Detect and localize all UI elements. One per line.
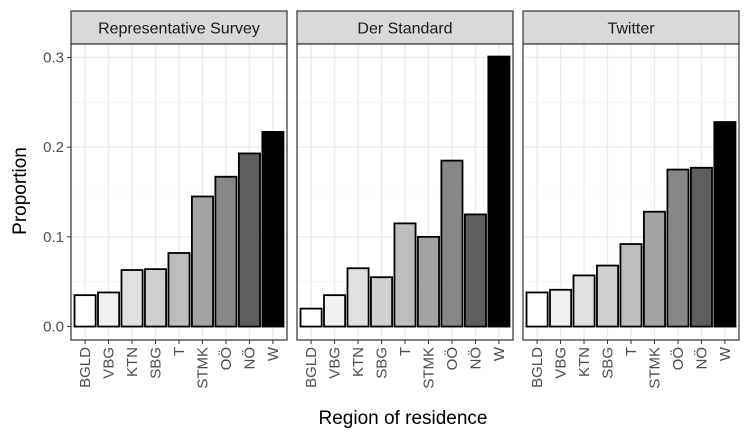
x-tick-label: STMK — [194, 347, 211, 389]
bar-t — [167, 252, 191, 328]
x-tick-label: BGLD — [303, 347, 320, 388]
facet-strip-label: Der Standard — [357, 21, 452, 38]
y-tick-label: 0.1 — [43, 229, 64, 246]
x-tick-label: NÖ — [240, 347, 258, 370]
facet-strip — [296, 10, 514, 45]
bar-nö — [689, 166, 713, 328]
x-tick-label: T — [397, 347, 414, 356]
x-tick-label: VBG — [101, 347, 118, 379]
bar-vbg — [97, 291, 121, 328]
x-tick-label: SBG — [600, 347, 617, 379]
x-tick-label: BGLD — [529, 347, 546, 388]
x-tick-label: STMK — [646, 347, 663, 389]
x-tick-label: SBG — [374, 347, 391, 379]
y-tick-label: 0.0 — [43, 319, 64, 336]
y-axis-title: Proportion — [10, 147, 31, 235]
bar-stmk — [417, 235, 440, 328]
facet-strip-label: Twitter — [607, 21, 655, 38]
x-tick-label: KTN — [576, 347, 593, 377]
facet-panel: Twitter BGLD VBG KTN SBG T STMK OÖ NÖ W — [522, 10, 740, 389]
facet-panel: Representative Survey BGLD VBG KTN SBG T STMK O… — [70, 10, 288, 389]
facet-panel: Der Standard BGLD VBG KTN SBG T STMK OÖ NÖ W — [296, 10, 514, 389]
y-axis: 0.0 0.1 0.2 0.3 — [43, 49, 71, 336]
bar-sbg — [596, 264, 619, 328]
x-tick-label: T — [171, 347, 188, 356]
bar-nö — [237, 152, 261, 328]
x-tick-label: T — [623, 347, 640, 356]
x-tick-label: OÖ — [443, 347, 461, 370]
x-tick-label: W — [717, 346, 734, 361]
x-tick-label: VBG — [553, 347, 570, 379]
facet-strip — [522, 10, 740, 45]
bar-stmk — [643, 210, 666, 328]
x-tick-label: NÖ — [692, 347, 710, 370]
bar-t — [393, 222, 417, 328]
bar-sbg — [370, 276, 393, 328]
facet-panels: Representative Survey BGLD VBG KTN SBG T STMK O… — [70, 10, 740, 389]
bar-oö — [440, 159, 464, 328]
x-tick-label: KTN — [124, 347, 141, 377]
bar-w — [487, 55, 511, 328]
bar-t — [619, 243, 643, 328]
bar-oö — [666, 168, 690, 328]
x-tick-label: BGLD — [77, 347, 94, 388]
bar-vbg — [549, 288, 573, 328]
bar-bgld — [73, 294, 97, 328]
bar-bgld — [299, 307, 323, 328]
facet-strip-label: Representative Survey — [98, 21, 260, 38]
x-axis-title: Region of residence — [319, 408, 488, 429]
x-tick-label: W — [265, 346, 282, 361]
facet-strip — [70, 10, 288, 45]
x-tick-label: STMK — [420, 347, 437, 389]
bar-stmk — [191, 195, 214, 328]
bar-nö — [463, 213, 487, 328]
y-tick-label: 0.3 — [43, 49, 64, 66]
x-tick-label: OÖ — [217, 347, 235, 370]
x-tick-label: NÖ — [466, 347, 484, 370]
x-tick-label: OÖ — [669, 347, 687, 370]
bar-w — [261, 131, 285, 328]
x-tick-label: SBG — [148, 347, 165, 379]
y-tick-label: 0.2 — [43, 139, 64, 156]
bar-w — [713, 121, 737, 328]
bar-vbg — [323, 294, 347, 328]
bar-bgld — [525, 291, 549, 328]
x-tick-label: KTN — [350, 347, 367, 377]
bar-ktn — [572, 274, 596, 328]
x-tick-label: VBG — [327, 347, 344, 379]
x-tick-label: W — [491, 346, 508, 361]
bar-oö — [214, 175, 238, 328]
bar-ktn — [120, 269, 144, 328]
bar-sbg — [144, 268, 167, 328]
bar-ktn — [346, 267, 370, 328]
